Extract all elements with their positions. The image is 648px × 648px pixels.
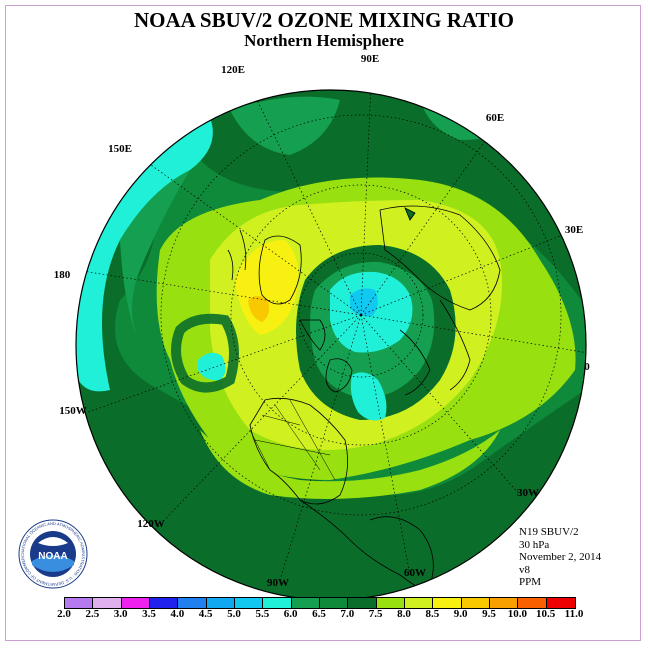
legend-tick-label: 9.0 — [453, 608, 468, 620]
map-subtitle: Northern Hemisphere — [244, 31, 404, 50]
product-info: N19 SBUV/2 30 hPa November 2, 2014 v8 PP… — [519, 526, 601, 589]
info-level: 30 hPa — [519, 538, 550, 551]
legend-swatch — [404, 598, 434, 608]
legend-swatch — [206, 598, 235, 608]
lon-label-180: 180 — [54, 269, 71, 281]
info-satellite: N19 SBUV/2 — [519, 526, 579, 538]
legend-swatch — [546, 598, 575, 608]
legend-swatch — [319, 598, 349, 608]
lon-label-30e: 30E — [565, 224, 583, 236]
legend-tick-label: 6.0 — [283, 608, 298, 620]
legend-tick-label: 3.0 — [113, 608, 128, 620]
legend-tick-label: 7.0 — [340, 608, 355, 620]
legend-tick-label: 4.5 — [198, 608, 213, 620]
lon-label-90w: 90W — [267, 577, 289, 589]
legend-tick-label: 2.0 — [57, 608, 71, 620]
lon-label-60w: 60W — [404, 567, 426, 579]
legend-swatch — [178, 598, 207, 608]
figure-frame — [5, 5, 641, 641]
lon-label-30w: 30W — [517, 487, 539, 499]
legend-tick-label: 7.5 — [368, 608, 383, 620]
legend-swatch — [149, 598, 179, 608]
lon-label-150w: 150W — [59, 405, 87, 417]
legend-tick-label: 10.5 — [536, 608, 556, 620]
info-version: v8 — [519, 563, 530, 576]
map-title: NOAA SBUV/2 OZONE MIXING RATIO — [134, 8, 514, 32]
legend-tick-label: 3.5 — [142, 608, 156, 620]
lon-label-150e: 150E — [108, 143, 132, 155]
lon-label-90e: 90E — [361, 53, 379, 65]
lon-label-120e: 120E — [221, 64, 245, 76]
legend-tick-label: 4.0 — [170, 608, 185, 620]
info-units: PPM — [519, 576, 542, 588]
legend-swatch — [348, 598, 377, 608]
legend-swatch — [376, 598, 405, 608]
legend-tick-label: 5.0 — [227, 608, 241, 620]
legend-swatch — [65, 598, 94, 608]
legend-tick-label: 6.5 — [312, 608, 326, 620]
ozone-field — [76, 90, 586, 600]
legend-swatch — [433, 598, 462, 608]
legend-swatch — [518, 598, 547, 608]
lon-label-60e: 60E — [486, 112, 504, 124]
lon-label-0: 0 — [584, 361, 590, 373]
legend-tick-label: 8.5 — [425, 608, 440, 620]
legend-tick-label: 5.5 — [255, 608, 270, 620]
legend-tick-label: 9.5 — [482, 608, 496, 620]
legend-tick-label: 2.5 — [85, 608, 100, 620]
graticule — [76, 90, 586, 581]
legend-swatch — [93, 598, 122, 608]
info-date: November 2, 2014 — [519, 551, 602, 563]
legend-swatch — [489, 598, 519, 608]
legend-swatch — [121, 598, 150, 608]
legend-swatch — [461, 598, 490, 608]
noaa-logo: NOAA NATIONAL OCEANIC AND ATMOSPHERIC AD… — [18, 519, 88, 589]
color-legend-bar — [64, 597, 576, 609]
lon-label-120w: 120W — [137, 518, 165, 530]
legend-swatch — [291, 598, 320, 608]
legend-tick-label: 11.0 — [564, 608, 584, 620]
legend-swatch — [234, 598, 264, 608]
legend-tick-label: 8.0 — [397, 608, 411, 620]
legend-swatch — [263, 598, 292, 608]
legend-tick-label: 10.0 — [507, 608, 527, 620]
color-legend-ticks: 2.0 2.5 3.0 3.5 4.0 4.5 5.0 5.5 6.0 6.5 7.0 7.5 8.0 8… — [57, 608, 583, 622]
noaa-logo-text: NOAA — [38, 551, 67, 562]
